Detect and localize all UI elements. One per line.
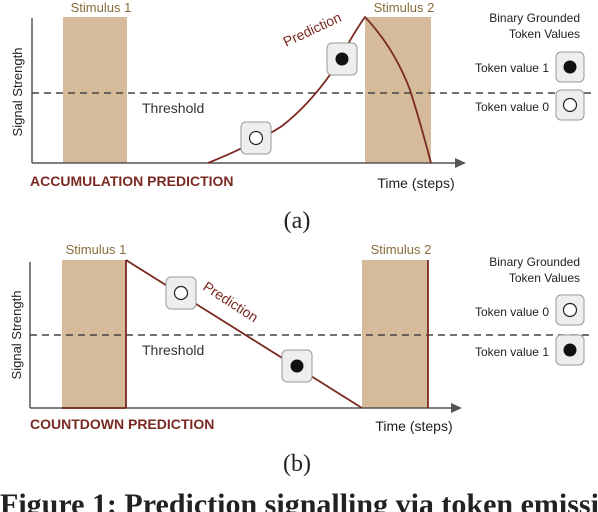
x-axis-label: Time (steps) xyxy=(375,418,452,434)
token-1-marker xyxy=(281,349,313,383)
stimulus-2-label: Stimulus 2 xyxy=(374,0,435,15)
x-axis-arrow xyxy=(451,403,462,413)
token-0-marker xyxy=(240,121,272,155)
figure-caption: Figure 1: Prediction signalling via toke… xyxy=(0,488,598,512)
figure-caption-strip: Figure 1: Prediction signalling via toke… xyxy=(0,488,598,512)
x-axis-arrow xyxy=(455,158,466,168)
y-axis-label: Signal Strength xyxy=(10,48,25,137)
threshold-label: Threshold xyxy=(142,100,204,116)
stimulus-1-bar xyxy=(62,260,126,408)
token-1-marker xyxy=(326,42,358,76)
x-axis-label: Time (steps) xyxy=(377,175,454,191)
legend-token-0-icon xyxy=(555,89,585,121)
legend-title-line1: Binary Grounded xyxy=(489,11,580,25)
panel-title: COUNTDOWN PREDICTION xyxy=(30,416,214,432)
legend-title-line2: Token Values xyxy=(509,27,580,41)
legend-item-2-label: Token value 0 xyxy=(475,100,549,114)
prediction-line xyxy=(125,259,363,409)
legend-item-1-label: Token value 1 xyxy=(475,61,549,75)
legend-token-1-icon xyxy=(555,334,585,366)
panel-caption: (a) xyxy=(284,208,311,234)
legend: Binary Grounded Token Values Token value… xyxy=(475,11,585,121)
threshold-label: Threshold xyxy=(142,342,204,358)
legend-token-0-icon xyxy=(555,294,585,326)
stimulus-1-label: Stimulus 1 xyxy=(71,0,132,15)
y-axis-label: Signal Strength xyxy=(9,291,24,380)
legend-title-line2: Token Values xyxy=(509,271,580,285)
legend-title-line1: Binary Grounded xyxy=(489,255,580,269)
legend: Binary Grounded Token Values Token value… xyxy=(475,255,585,366)
prediction-label: Prediction xyxy=(200,278,261,325)
panel-a: Stimulus 1 Stimulus 2 Signal Strength Th… xyxy=(10,0,592,234)
legend-item-2-label: Token value 1 xyxy=(475,345,549,359)
stimulus-1-label: Stimulus 1 xyxy=(66,242,127,257)
token-0-marker xyxy=(165,276,197,310)
stimulus-1-bar xyxy=(63,17,127,163)
panel-title: ACCUMULATION PREDICTION xyxy=(30,173,234,189)
panel-caption: (b) xyxy=(283,451,311,477)
legend-token-1-icon xyxy=(555,51,585,83)
legend-item-1-label: Token value 0 xyxy=(475,305,549,319)
stimulus-2-bar xyxy=(362,260,428,408)
stimulus-2-bar xyxy=(365,17,431,163)
stimulus-2-label: Stimulus 2 xyxy=(371,242,432,257)
panel-b: Stimulus 1 Stimulus 2 Signal Strength Th… xyxy=(9,242,592,477)
